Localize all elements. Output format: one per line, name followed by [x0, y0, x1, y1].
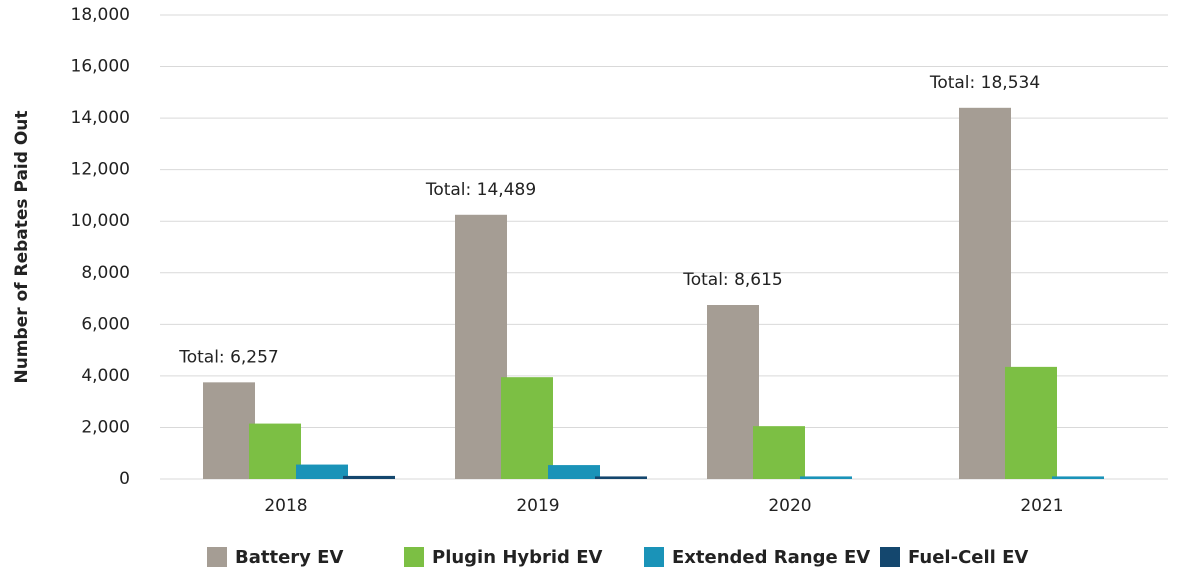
legend-swatch	[404, 547, 424, 567]
bar	[1005, 366, 1057, 479]
bar	[595, 476, 647, 479]
legend-swatch	[880, 547, 900, 567]
annotation: Total: 6,257	[178, 347, 279, 367]
bar	[548, 465, 600, 479]
legend-swatch	[207, 547, 227, 567]
annotation: Total: 8,615	[682, 270, 783, 290]
bar	[1052, 476, 1104, 479]
y-tick-label: 8,000	[81, 263, 130, 283]
x-tick-label: 2019	[516, 496, 559, 516]
bar	[707, 305, 759, 479]
y-tick-label: 0	[119, 469, 130, 489]
y-tick-label: 12,000	[71, 160, 130, 180]
legend-label: Extended Range EV	[672, 547, 870, 568]
y-tick-label: 10,000	[71, 211, 130, 231]
x-tick-label: 2020	[768, 496, 811, 516]
bar	[455, 214, 507, 479]
y-tick-label: 6,000	[81, 314, 130, 334]
annotation: Total: 14,489	[425, 180, 536, 200]
bar	[800, 476, 852, 479]
y-tick-label: 16,000	[71, 57, 130, 77]
legend-swatch	[644, 547, 664, 567]
legend-label: Plugin Hybrid EV	[432, 547, 602, 568]
x-tick-label: 2021	[1020, 496, 1063, 516]
bar	[959, 107, 1011, 480]
y-tick-label: 2,000	[81, 417, 130, 437]
bar	[296, 464, 348, 479]
bar	[501, 377, 553, 479]
legend-label: Battery EV	[235, 547, 343, 568]
y-tick-label: 14,000	[71, 108, 130, 128]
bar	[343, 475, 395, 479]
y-tick-label: 18,000	[71, 5, 130, 25]
y-tick-label: 4,000	[81, 366, 130, 386]
bar	[203, 382, 255, 479]
annotation: Total: 18,534	[929, 73, 1040, 93]
bar	[753, 426, 805, 479]
legend-label: Fuel-Cell EV	[908, 547, 1028, 568]
x-tick-label: 2018	[264, 496, 307, 516]
bar	[249, 423, 301, 479]
y-axis-label: Number of Rebates Paid Out	[12, 110, 32, 383]
